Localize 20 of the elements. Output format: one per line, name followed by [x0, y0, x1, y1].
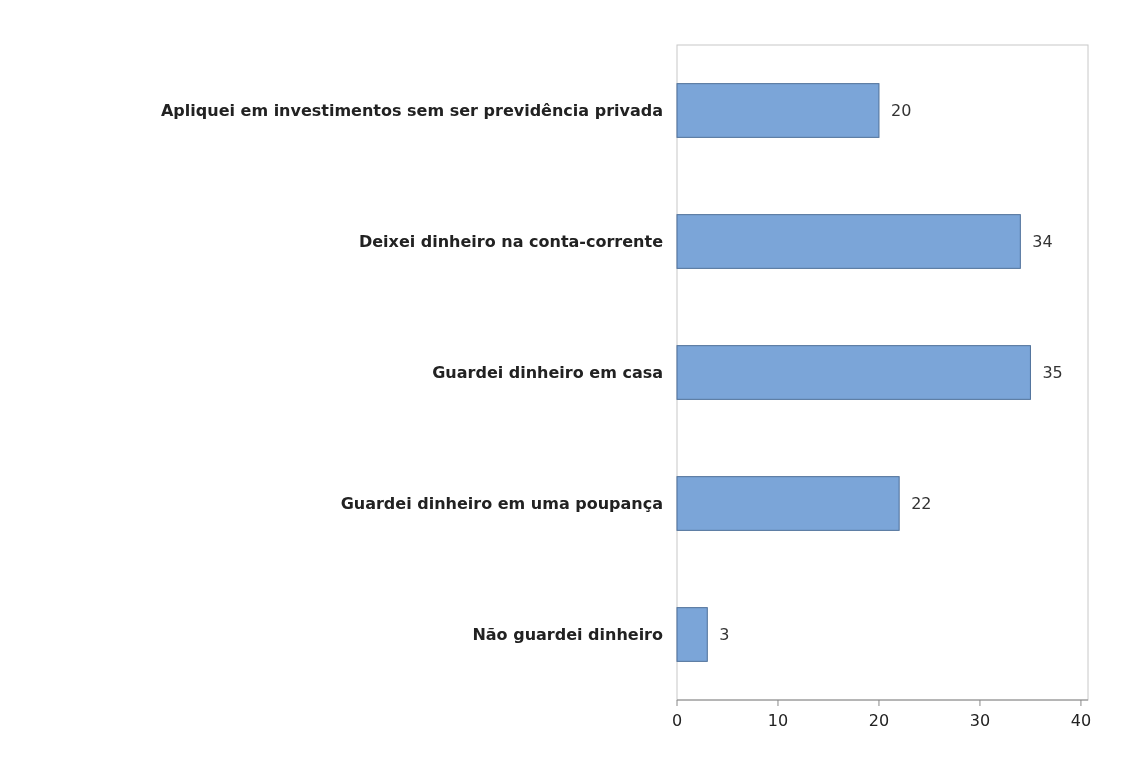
- y-tick-label: Apliquei em investimentos sem ser previdência privada: [160, 101, 663, 121]
- bar: [676, 476, 900, 531]
- data-label: 22: [911, 494, 932, 514]
- x-tick-label: 20: [868, 711, 890, 730]
- x-tick-label: 40: [1070, 711, 1092, 730]
- x-tick-label: 30: [969, 711, 991, 730]
- bar: [676, 345, 1031, 400]
- y-tick-label: Guardei dinheiro em uma poupança: [340, 494, 663, 514]
- y-tick-label: Deixei dinheiro na conta-corrente: [358, 232, 664, 252]
- x-tick-label: 10: [767, 711, 789, 730]
- x-tick-label: 0: [671, 711, 683, 730]
- bar: [676, 83, 880, 138]
- data-label: 34: [1032, 232, 1053, 252]
- bar: [676, 214, 1021, 269]
- y-tick-label: Guardei dinheiro em casa: [432, 363, 663, 383]
- data-label: 35: [1042, 363, 1063, 383]
- bar: [676, 607, 708, 662]
- y-tick-label: Não guardei dinheiro: [472, 625, 664, 645]
- data-label: 20: [890, 101, 912, 121]
- data-label: 3: [719, 625, 730, 645]
